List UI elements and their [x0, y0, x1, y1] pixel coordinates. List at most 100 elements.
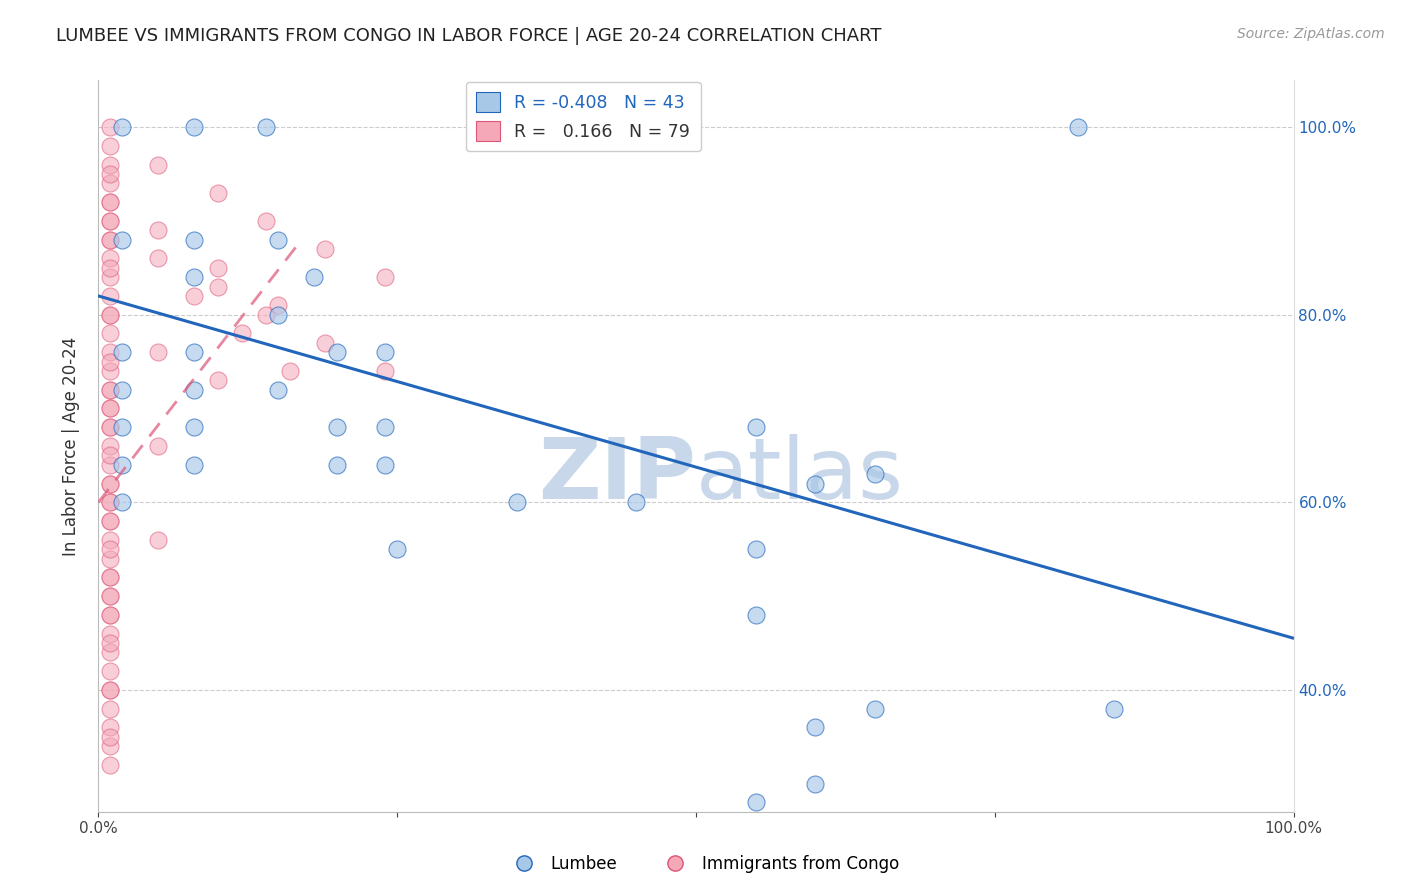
Point	[98, 589, 122, 603]
Point	[98, 326, 122, 341]
Point	[98, 449, 122, 463]
Point	[98, 233, 122, 247]
Point	[98, 383, 122, 397]
Point	[98, 720, 122, 734]
Point	[207, 279, 229, 293]
Point	[865, 701, 887, 715]
Point	[315, 242, 337, 256]
Point	[183, 383, 205, 397]
Point	[98, 664, 122, 678]
Point	[98, 120, 122, 135]
Point	[98, 514, 122, 528]
Point	[326, 420, 349, 434]
Point	[98, 364, 122, 378]
Point	[98, 308, 122, 322]
Point	[254, 214, 277, 228]
Text: Source: ZipAtlas.com: Source: ZipAtlas.com	[1237, 27, 1385, 41]
Point	[374, 458, 396, 472]
Text: atlas: atlas	[696, 434, 904, 516]
Point	[98, 739, 122, 753]
Point	[98, 701, 122, 715]
Point	[98, 589, 122, 603]
Point	[98, 533, 122, 547]
Point	[111, 345, 134, 359]
Point	[183, 345, 205, 359]
Text: LUMBEE VS IMMIGRANTS FROM CONGO IN LABOR FORCE | AGE 20-24 CORRELATION CHART: LUMBEE VS IMMIGRANTS FROM CONGO IN LABOR…	[56, 27, 882, 45]
Point	[98, 270, 122, 285]
Point	[98, 682, 122, 697]
Point	[278, 364, 301, 378]
Legend: R = -0.408   N = 43, R =   0.166   N = 79: R = -0.408 N = 43, R = 0.166 N = 79	[465, 82, 700, 152]
Point	[183, 420, 205, 434]
Point	[111, 383, 134, 397]
Point	[254, 120, 277, 135]
Point	[207, 373, 229, 387]
Point	[745, 795, 768, 809]
Point	[326, 345, 349, 359]
Point	[804, 776, 827, 790]
Point	[98, 233, 122, 247]
Point	[98, 308, 122, 322]
Point	[148, 158, 170, 172]
Point	[98, 214, 122, 228]
Point	[98, 177, 122, 191]
Point	[98, 476, 122, 491]
Point	[98, 139, 122, 153]
Legend: Lumbee, Immigrants from Congo: Lumbee, Immigrants from Congo	[501, 848, 905, 880]
Point	[98, 645, 122, 659]
Point	[231, 326, 253, 341]
Point	[745, 420, 768, 434]
Point	[98, 495, 122, 509]
Point	[183, 270, 205, 285]
Point	[385, 542, 409, 557]
Point	[111, 495, 134, 509]
Point	[98, 757, 122, 772]
Point	[148, 533, 170, 547]
Point	[374, 364, 396, 378]
Point	[98, 551, 122, 566]
Point	[302, 270, 325, 285]
Point	[98, 495, 122, 509]
Point	[183, 458, 205, 472]
Point	[804, 720, 827, 734]
Point	[183, 233, 205, 247]
Point	[1067, 120, 1090, 135]
Point	[98, 730, 122, 744]
Point	[148, 345, 170, 359]
Point	[98, 682, 122, 697]
Point	[506, 495, 529, 509]
Point	[98, 195, 122, 210]
Point	[1104, 701, 1126, 715]
Point	[865, 467, 887, 482]
Point	[254, 308, 277, 322]
Point	[111, 120, 134, 135]
Y-axis label: In Labor Force | Age 20-24: In Labor Force | Age 20-24	[62, 336, 80, 556]
Point	[326, 458, 349, 472]
Point	[98, 158, 122, 172]
Point	[183, 120, 205, 135]
Point	[374, 420, 396, 434]
Point	[98, 420, 122, 434]
Point	[98, 439, 122, 453]
Point	[98, 626, 122, 640]
Point	[207, 260, 229, 275]
Point	[745, 542, 768, 557]
Text: ZIP: ZIP	[538, 434, 696, 516]
Point	[374, 270, 396, 285]
Point	[98, 514, 122, 528]
Point	[315, 335, 337, 350]
Point	[111, 233, 134, 247]
Point	[183, 289, 205, 303]
Point	[111, 420, 134, 434]
Point	[267, 308, 290, 322]
Point	[98, 570, 122, 584]
Point	[207, 186, 229, 200]
Point	[267, 298, 290, 312]
Point	[98, 458, 122, 472]
Point	[98, 420, 122, 434]
Point	[98, 214, 122, 228]
Point	[98, 354, 122, 368]
Point	[98, 636, 122, 650]
Point	[98, 401, 122, 416]
Point	[267, 233, 290, 247]
